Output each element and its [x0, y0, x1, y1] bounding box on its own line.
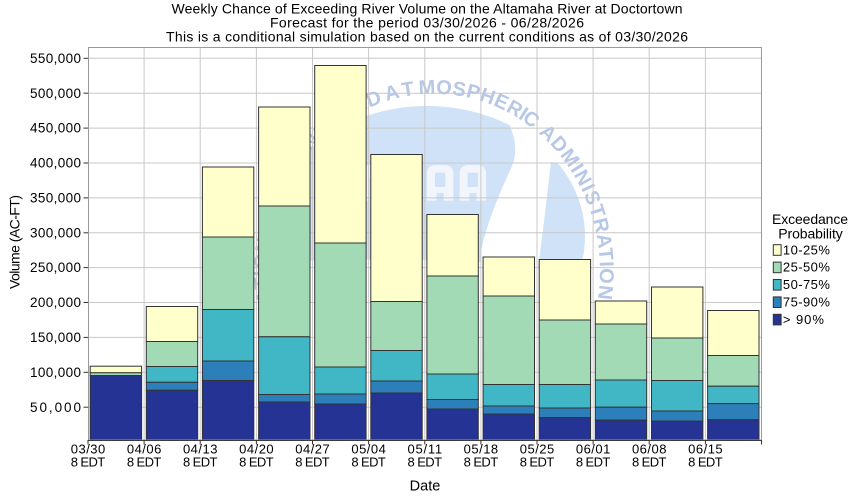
- svg-text:Volume (AC-FT): Volume (AC-FT): [7, 195, 23, 289]
- svg-text:8 EDT: 8 EDT: [127, 455, 162, 470]
- svg-text:550,000: 550,000: [30, 51, 81, 66]
- svg-text:Forecast for the period 03/30/: Forecast for the period 03/30/2026 - 06/…: [270, 15, 584, 31]
- svg-text:8 EDT: 8 EDT: [351, 455, 386, 470]
- svg-text:300,000: 300,000: [30, 225, 81, 240]
- svg-text:75-90%: 75-90%: [783, 295, 830, 310]
- svg-text:350,000: 350,000: [30, 191, 81, 206]
- svg-text:Date: Date: [410, 479, 441, 495]
- svg-text:150,000: 150,000: [30, 330, 81, 345]
- svg-text:450,000: 450,000: [30, 121, 81, 136]
- svg-text:8 EDT: 8 EDT: [520, 455, 555, 470]
- svg-text:8 EDT: 8 EDT: [408, 455, 443, 470]
- svg-text:04/20: 04/20: [239, 442, 274, 457]
- svg-text:400,000: 400,000: [30, 156, 81, 171]
- svg-text:8 EDT: 8 EDT: [576, 455, 611, 470]
- svg-text:8 EDT: 8 EDT: [688, 455, 723, 470]
- svg-text:06/08: 06/08: [632, 442, 667, 457]
- svg-text:05/25: 05/25: [520, 442, 555, 457]
- svg-text:04/06: 04/06: [127, 442, 162, 457]
- svg-text:100,000: 100,000: [30, 365, 81, 380]
- svg-text:200,000: 200,000: [30, 295, 81, 310]
- svg-text:04/13: 04/13: [183, 442, 218, 457]
- svg-text:05/18: 05/18: [464, 442, 499, 457]
- svg-text:05/11: 05/11: [408, 442, 443, 457]
- svg-text:This is a conditional simulati: This is a conditional simulation based o…: [166, 29, 688, 45]
- svg-text:05/04: 05/04: [351, 442, 386, 457]
- svg-text:8 EDT: 8 EDT: [183, 455, 218, 470]
- svg-text:8 EDT: 8 EDT: [295, 455, 330, 470]
- svg-text:8 EDT: 8 EDT: [464, 455, 499, 470]
- svg-text:Weekly Chance of Exceeding Riv: Weekly Chance of Exceeding River Volume …: [172, 1, 683, 17]
- svg-text:25-50%: 25-50%: [783, 260, 830, 275]
- svg-text:50-75%: 50-75%: [783, 277, 830, 292]
- svg-text:06/15: 06/15: [688, 442, 723, 457]
- svg-text:10-25%: 10-25%: [783, 242, 830, 257]
- svg-text:250,000: 250,000: [30, 260, 81, 275]
- svg-text:Probability: Probability: [778, 226, 843, 242]
- svg-text:8 EDT: 8 EDT: [71, 455, 106, 470]
- svg-text:50,000: 50,000: [30, 400, 81, 415]
- svg-text:8 EDT: 8 EDT: [632, 455, 667, 470]
- svg-text:Exceedance: Exceedance: [772, 211, 848, 227]
- svg-text:> 90%: > 90%: [783, 312, 824, 327]
- svg-text:8 EDT: 8 EDT: [239, 455, 274, 470]
- svg-text:03/30: 03/30: [71, 442, 106, 457]
- svg-text:04/27: 04/27: [295, 442, 330, 457]
- svg-text:500,000: 500,000: [30, 86, 81, 101]
- svg-text:06/01: 06/01: [576, 442, 611, 457]
